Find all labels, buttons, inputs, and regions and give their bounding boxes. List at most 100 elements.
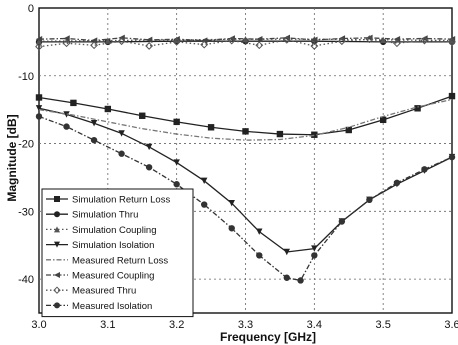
series-line xyxy=(38,38,453,48)
legend-entry: Simulation Coupling xyxy=(46,225,157,236)
point-marker xyxy=(35,38,43,45)
point-marker xyxy=(63,111,70,118)
point-marker xyxy=(54,272,60,278)
point-marker xyxy=(118,130,125,137)
point-marker xyxy=(255,41,264,50)
point-marker xyxy=(145,42,154,50)
point-marker xyxy=(365,35,374,44)
point-marker xyxy=(53,286,61,294)
legend-entry: Simulation Isolation xyxy=(46,240,154,251)
x-tick-label: 3.6 xyxy=(444,319,458,331)
point-marker xyxy=(393,39,401,48)
point-marker xyxy=(345,126,352,134)
point-marker xyxy=(448,153,456,161)
x-tick-label: 3.0 xyxy=(31,319,46,331)
point-marker xyxy=(311,36,318,44)
point-marker xyxy=(62,39,71,48)
point-marker xyxy=(379,36,387,44)
x-axis-label: Frequency [GHz] xyxy=(220,330,316,344)
point-marker xyxy=(228,225,235,232)
legend-entry: Simulation Thru xyxy=(46,210,138,221)
point-marker xyxy=(283,274,290,281)
point-marker xyxy=(242,128,249,135)
y-tick-label: 0 xyxy=(28,3,34,15)
point-marker xyxy=(35,42,43,51)
point-marker xyxy=(393,35,401,43)
legend-label: Measured Isolation xyxy=(72,301,152,312)
y-tick-label: -10 xyxy=(18,71,34,83)
point-marker xyxy=(117,37,126,46)
point-marker xyxy=(311,131,318,138)
tick-labels: 3.0 3.1 3.2 3.3 3.4 3.5 3.6 0 -10 -20 -30 -40 xyxy=(18,3,458,331)
y-axis-label: Magnitude [dB] xyxy=(5,114,19,201)
legend-label: Measured Thru xyxy=(72,286,136,297)
point-marker xyxy=(421,35,428,42)
x-tick-label: 3.5 xyxy=(376,319,391,331)
series-measured-return-loss xyxy=(38,98,453,141)
point-marker xyxy=(172,37,181,46)
point-marker xyxy=(145,143,153,151)
legend: Simulation Return Loss Simulation Thru Sim… xyxy=(41,188,194,318)
point-marker xyxy=(54,226,60,233)
point-marker xyxy=(283,248,290,256)
y-tick-label: -40 xyxy=(18,274,34,286)
legend-entry: Measured Return Loss xyxy=(46,255,168,266)
point-marker xyxy=(54,302,60,309)
point-marker xyxy=(420,36,429,45)
point-marker xyxy=(414,105,421,112)
point-marker xyxy=(90,120,98,127)
legend-entry: Measured Isolation xyxy=(46,301,152,312)
point-marker xyxy=(283,34,290,42)
point-marker xyxy=(448,37,456,46)
point-marker xyxy=(104,37,112,44)
series-line xyxy=(38,98,453,141)
point-marker xyxy=(63,123,70,130)
point-marker xyxy=(90,41,98,50)
point-marker xyxy=(54,211,60,218)
point-marker xyxy=(201,201,208,208)
point-marker xyxy=(35,113,43,120)
point-marker xyxy=(379,116,387,124)
legend-label: Measured Return Loss xyxy=(72,255,168,266)
point-marker xyxy=(366,34,373,42)
legend-entry: Measured Thru xyxy=(46,286,136,297)
series-line xyxy=(38,37,453,42)
legend-entry: Measured Coupling xyxy=(46,271,154,282)
point-marker xyxy=(227,36,236,45)
point-marker xyxy=(228,200,235,207)
x-tick-label: 3.4 xyxy=(307,319,322,331)
point-marker xyxy=(54,196,60,202)
grid xyxy=(39,8,452,313)
point-marker xyxy=(173,159,180,166)
point-marker xyxy=(311,245,318,252)
x-tick-label: 3.2 xyxy=(169,319,184,331)
point-marker xyxy=(35,35,43,43)
series-measured-isolation xyxy=(35,113,456,284)
y-tick-label: -30 xyxy=(18,206,34,218)
point-marker xyxy=(200,40,209,49)
legend-entry: Simulation Return Loss xyxy=(46,195,170,206)
legend-label: Measured Coupling xyxy=(72,271,154,282)
point-marker xyxy=(207,124,215,131)
legend-label: Simulation Coupling xyxy=(72,225,157,236)
point-marker xyxy=(104,105,112,113)
point-marker xyxy=(35,105,43,112)
x-tick-label: 3.3 xyxy=(238,319,253,331)
point-marker xyxy=(228,35,235,42)
series-measured-thru xyxy=(35,35,456,51)
legend-box xyxy=(41,188,194,318)
point-marker xyxy=(256,252,263,259)
point-marker xyxy=(145,36,153,44)
point-marker xyxy=(90,37,98,44)
point-marker xyxy=(201,37,208,44)
series-line xyxy=(38,107,453,253)
point-marker xyxy=(63,35,70,42)
legend-label: Simulation Return Loss xyxy=(72,195,170,206)
point-marker xyxy=(448,92,456,100)
point-marker xyxy=(70,99,77,107)
point-marker xyxy=(393,179,401,187)
point-marker xyxy=(282,35,291,44)
point-marker xyxy=(276,130,284,138)
point-marker xyxy=(118,150,125,157)
